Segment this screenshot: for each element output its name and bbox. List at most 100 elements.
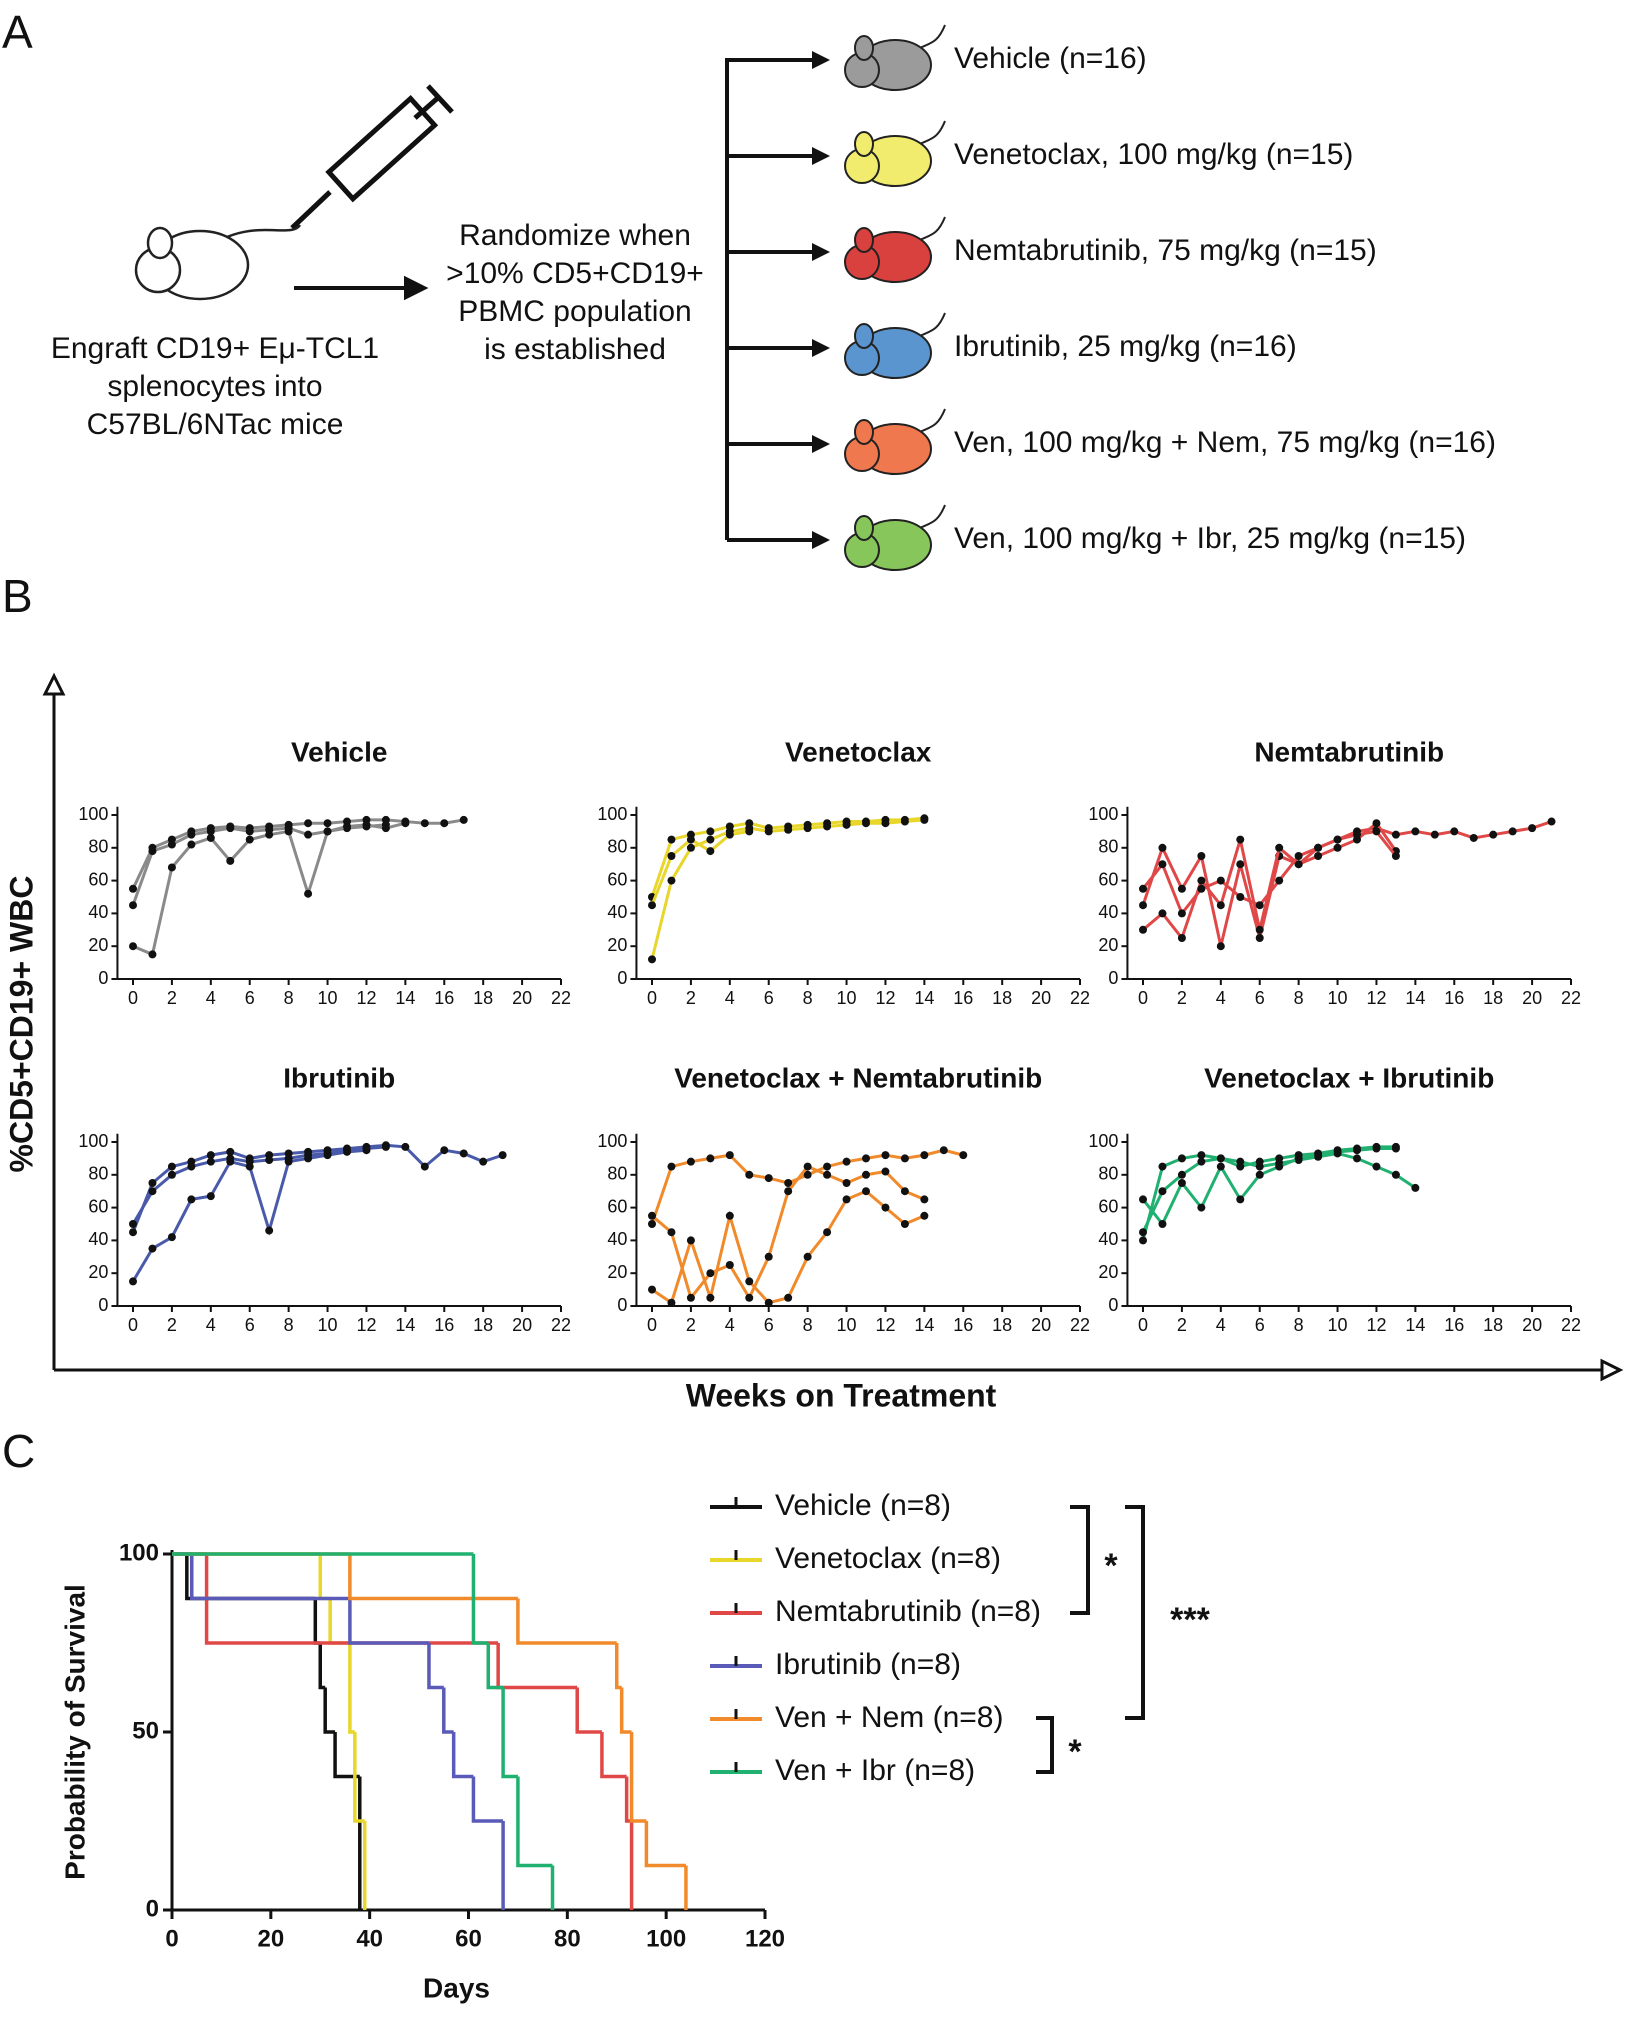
data-point xyxy=(1353,1154,1361,1163)
survival-step xyxy=(323,1687,336,1734)
data-point xyxy=(842,1157,851,1166)
data-point xyxy=(725,1261,734,1269)
data-point xyxy=(648,1211,656,1220)
data-point xyxy=(1528,824,1537,833)
data-point xyxy=(129,1277,137,1286)
data-point xyxy=(1450,827,1459,836)
survival-step xyxy=(348,1554,518,1601)
data-point xyxy=(1177,934,1186,942)
data-point xyxy=(900,817,909,826)
data-point xyxy=(706,835,715,844)
x-tick-label: 20 xyxy=(257,1925,284,1952)
x-tick-label: 40 xyxy=(356,1925,383,1952)
data-point xyxy=(1236,893,1245,901)
data-point xyxy=(881,819,890,828)
data-point xyxy=(187,1162,196,1171)
x-tick-label: 6 xyxy=(1255,988,1265,1008)
x-tick-label: 10 xyxy=(318,988,338,1008)
data-point xyxy=(920,1151,929,1160)
x-tick-label: 10 xyxy=(1328,1315,1348,1335)
data-point xyxy=(939,1146,948,1155)
data-point xyxy=(148,847,157,856)
data-point xyxy=(129,884,137,893)
data-point xyxy=(1158,1187,1167,1196)
y-tick-label: 80 xyxy=(607,837,627,857)
data-point xyxy=(1177,1154,1186,1163)
y-tick-label: 20 xyxy=(88,935,108,955)
y-tick-label: 0 xyxy=(1108,1295,1118,1315)
x-tick-label: 14 xyxy=(395,988,415,1008)
x-tick-label: 12 xyxy=(1366,1315,1386,1335)
y-axis-label: Probability of Survival xyxy=(59,1584,90,1880)
data-point xyxy=(1216,1154,1225,1163)
x-tick-label: 22 xyxy=(1561,988,1581,1008)
arrow-head xyxy=(812,339,830,357)
data-point xyxy=(167,1170,176,1179)
data-point xyxy=(323,827,332,836)
data-point xyxy=(1216,876,1225,885)
x-tick-label: 0 xyxy=(1138,1315,1148,1335)
y-axis-label: %CD5+CD19+ WBC xyxy=(3,876,39,1173)
x-tick-label: 4 xyxy=(1216,988,1226,1008)
engraft-text: C57BL/6NTac mice xyxy=(87,408,344,441)
data-point xyxy=(881,1167,890,1176)
x-tick-label: 20 xyxy=(1031,988,1051,1008)
arrow-head xyxy=(812,51,830,69)
data-point xyxy=(1139,1236,1147,1245)
survival-step xyxy=(619,1687,632,1734)
data-point xyxy=(1216,1162,1225,1171)
data-point xyxy=(1177,1179,1186,1187)
data-point xyxy=(823,1228,832,1237)
data-point xyxy=(764,1252,773,1261)
x-tick-label: 20 xyxy=(1031,1315,1051,1335)
x-tick-label: 2 xyxy=(686,988,696,1008)
survival-step xyxy=(486,1643,504,1690)
x-tick-label: 4 xyxy=(725,1315,735,1335)
data-point xyxy=(245,1157,254,1166)
y-tick-label: 100 xyxy=(1088,1131,1118,1151)
y-tick-label: 0 xyxy=(98,1295,108,1315)
data-point xyxy=(1197,1157,1206,1166)
x-tick-label: 10 xyxy=(837,1315,857,1335)
data-point xyxy=(1236,835,1245,844)
data-point xyxy=(265,825,274,834)
data-point xyxy=(881,1203,890,1212)
data-point xyxy=(459,815,468,824)
y-tick-label: 60 xyxy=(607,1196,627,1216)
group-label: Ven, 100 mg/kg + Ibr, 25 mg/kg (n=15) xyxy=(954,522,1466,555)
data-point xyxy=(1333,1146,1342,1155)
legend-label: Vehicle (n=8) xyxy=(775,1489,951,1522)
data-point xyxy=(129,1228,137,1237)
data-point xyxy=(1139,884,1147,893)
survival-step xyxy=(644,1821,686,1868)
chart-title: Vehicle xyxy=(291,736,388,767)
y-tick-label: 60 xyxy=(88,1196,108,1216)
mouse-icon xyxy=(844,408,946,475)
data-point xyxy=(187,830,196,839)
data-point xyxy=(1236,860,1245,869)
data-point xyxy=(1294,860,1303,869)
data-point xyxy=(1158,1162,1167,1171)
y-tick-label: 100 xyxy=(1088,804,1118,824)
data-point xyxy=(784,1187,793,1196)
data-point xyxy=(420,819,429,828)
data-point xyxy=(900,1154,909,1163)
data-point xyxy=(1158,1220,1167,1228)
x-tick-label: 0 xyxy=(128,988,138,1008)
data-point xyxy=(862,1187,870,1196)
data-point xyxy=(959,1151,968,1160)
group-label: Venetoclax, 100 mg/kg (n=15) xyxy=(954,138,1353,171)
data-point xyxy=(206,833,215,842)
x-tick-label: 18 xyxy=(992,1315,1012,1335)
data-point xyxy=(920,1195,929,1204)
data-point xyxy=(284,824,293,833)
survival-step xyxy=(353,1732,365,1823)
data-point xyxy=(343,1146,351,1155)
legend-label: Nemtabrutinib (n=8) xyxy=(775,1595,1041,1628)
data-point xyxy=(1489,830,1498,839)
series-line xyxy=(1141,820,1553,947)
data-point xyxy=(706,1293,715,1302)
chart-title: Nemtabrutinib xyxy=(1254,736,1444,767)
data-point xyxy=(1508,827,1517,836)
